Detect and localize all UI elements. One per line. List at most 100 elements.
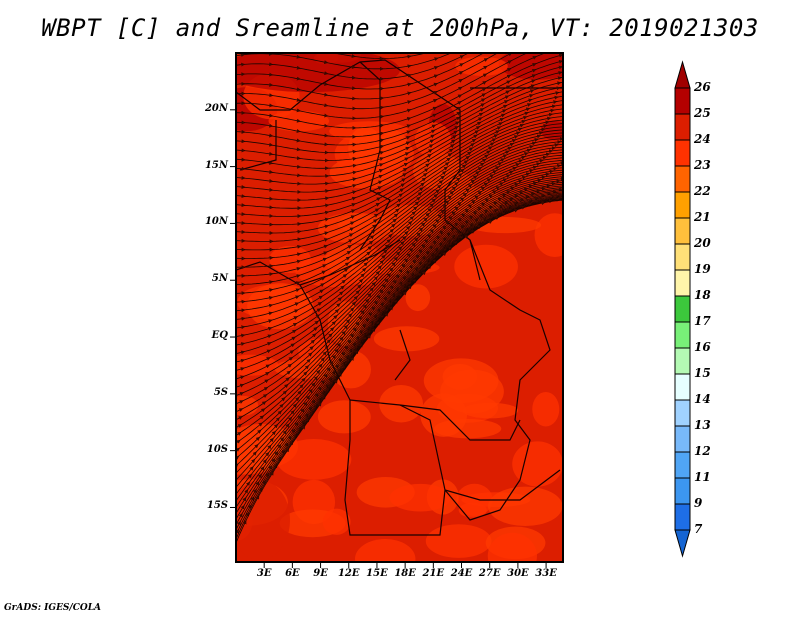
streamline [543, 192, 563, 196]
streamline [325, 245, 352, 260]
streamline [396, 196, 421, 215]
streamline [414, 224, 437, 245]
streamline [354, 186, 382, 199]
streamline [397, 266, 419, 289]
streamline [485, 60, 512, 75]
streamline [355, 144, 385, 152]
streamline [271, 53, 301, 59]
streamline [225, 547, 235, 573]
streamline [501, 195, 530, 207]
streamline [316, 354, 336, 378]
streamline [456, 206, 482, 224]
streamline [433, 116, 461, 131]
streamline [544, 185, 563, 189]
streamline [236, 471, 238, 476]
streamline [267, 449, 285, 475]
streamline [430, 191, 455, 210]
streamline [323, 357, 343, 382]
streamline [475, 162, 503, 177]
streamline [458, 108, 485, 123]
streamline [236, 247, 246, 252]
streamline [343, 267, 367, 287]
streamline [445, 220, 469, 239]
streamline [390, 216, 415, 236]
streamline [379, 287, 399, 310]
streamline [271, 237, 302, 242]
streamline [326, 94, 357, 101]
streamline [236, 479, 237, 485]
streamline [299, 174, 330, 179]
streamline [271, 180, 302, 186]
streamline [239, 496, 255, 523]
streamline [515, 158, 544, 169]
streamline [487, 186, 515, 200]
streamline [374, 305, 394, 330]
streamline [236, 392, 244, 396]
streamline [361, 308, 381, 332]
streamline [236, 62, 246, 67]
streamline [496, 198, 524, 211]
streamline [518, 155, 547, 165]
streamline [436, 79, 463, 93]
streamline [255, 430, 276, 453]
colorbar-top-arrow [674, 60, 691, 89]
streamline [243, 334, 272, 344]
streamline [424, 162, 450, 180]
streamline [378, 188, 404, 205]
streamline [352, 287, 374, 309]
streamline [378, 251, 401, 273]
streamline [518, 124, 548, 133]
streamline [292, 333, 317, 352]
streamline [367, 278, 389, 301]
streamline [529, 95, 559, 105]
streamline [540, 176, 563, 181]
colorbar-label: 16 [694, 340, 711, 354]
streamline [380, 173, 407, 188]
streamline [447, 147, 474, 164]
streamline [236, 537, 237, 542]
streamline [236, 238, 246, 243]
streamline [304, 357, 325, 380]
streamline [311, 367, 331, 391]
streamline [389, 221, 413, 241]
streamline [441, 224, 465, 244]
streamline [458, 103, 485, 118]
streamline [400, 182, 425, 200]
streamline [259, 410, 282, 431]
streamline [436, 63, 464, 76]
streamline [331, 339, 352, 363]
streamline [327, 209, 356, 220]
streamline [424, 225, 447, 246]
streamline [426, 200, 450, 220]
streamline [483, 174, 511, 189]
streamline [400, 227, 424, 248]
streamline [508, 79, 536, 92]
streamline [531, 86, 561, 96]
colorbar-box [674, 477, 691, 505]
streamline [245, 495, 260, 522]
streamline [348, 298, 370, 321]
streamline [279, 433, 298, 459]
colorbar-label: 17 [694, 314, 711, 328]
streamline [543, 199, 563, 204]
streamline [236, 166, 246, 171]
colorbar-label: 14 [694, 392, 711, 406]
streamline [384, 236, 407, 257]
streamline [295, 308, 322, 325]
streamline [523, 149, 554, 158]
streamline [271, 252, 302, 259]
streamline [265, 377, 290, 396]
colorbar-label: 21 [694, 210, 711, 224]
streamline [337, 342, 357, 366]
streamline [457, 191, 483, 208]
streamline [360, 294, 381, 318]
streamline [273, 435, 292, 460]
streamline [271, 162, 302, 169]
streamline [347, 246, 372, 264]
streamline [484, 80, 511, 95]
streamline [500, 187, 529, 199]
streamline [483, 90, 510, 105]
streamline [477, 118, 505, 132]
streamline [299, 224, 329, 232]
streamline [490, 201, 519, 215]
